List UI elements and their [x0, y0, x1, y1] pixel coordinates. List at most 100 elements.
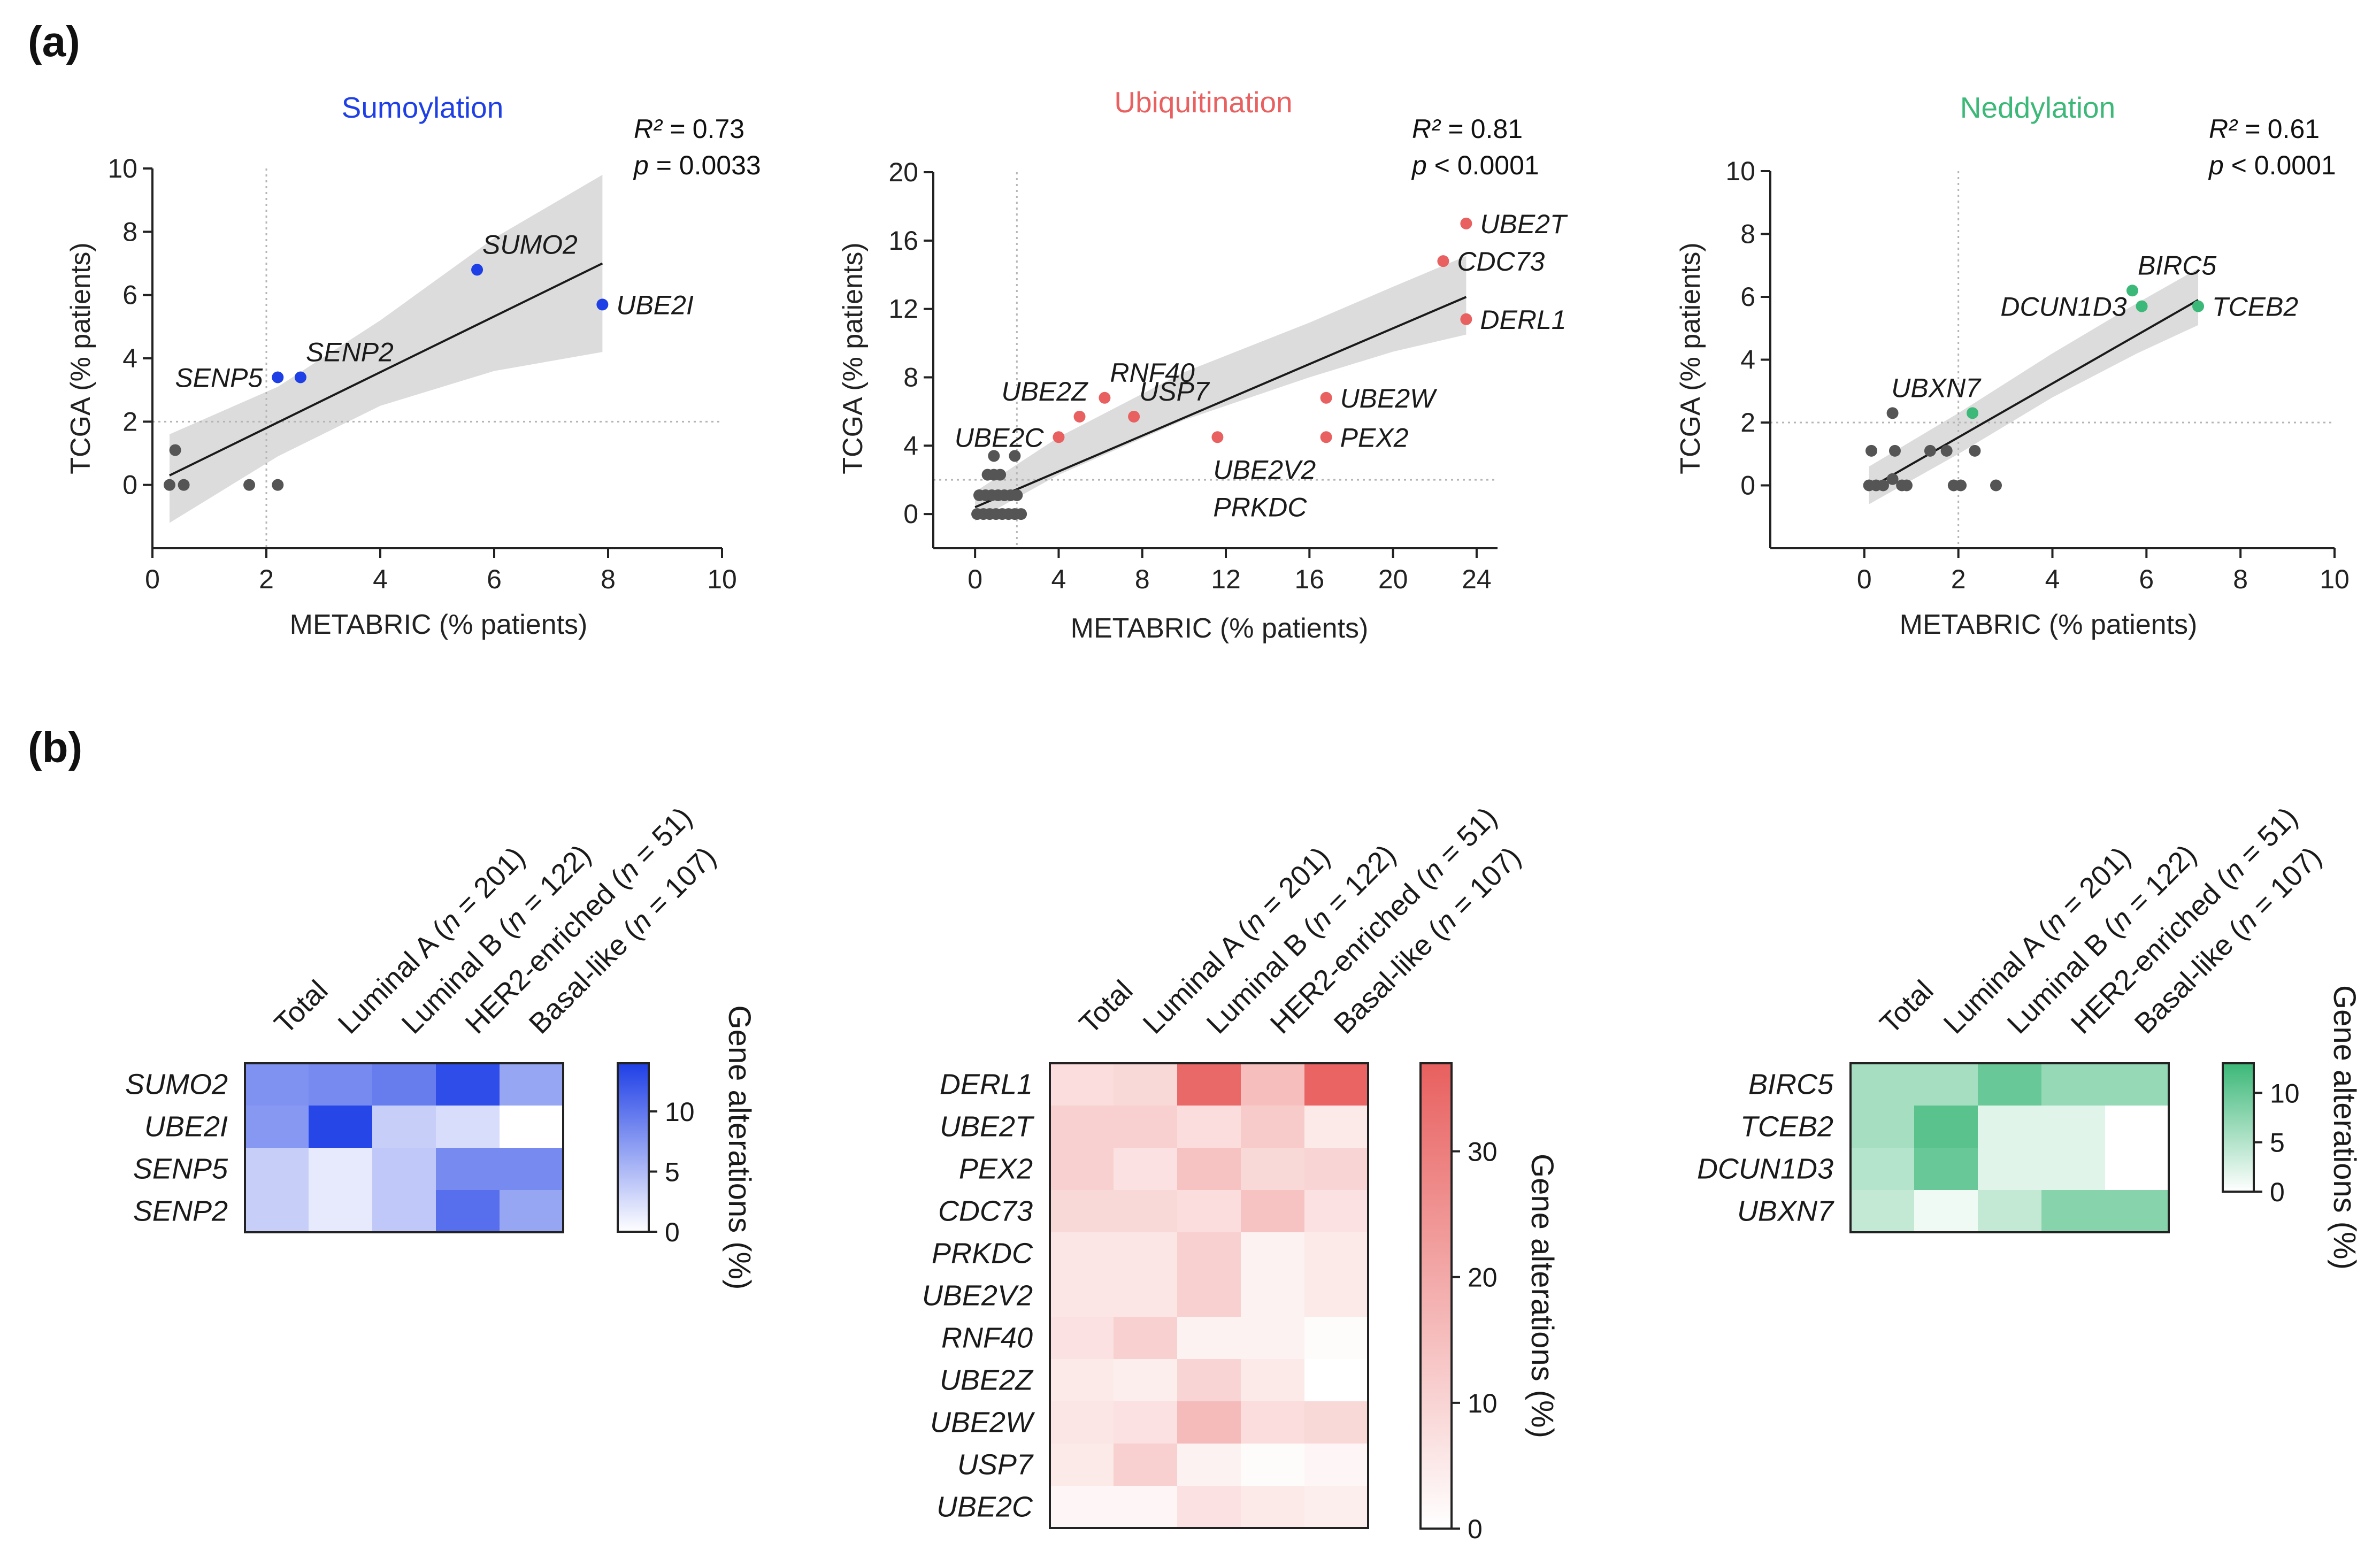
point-label-usp7: USP7 — [1139, 377, 1210, 406]
point — [1969, 444, 1981, 457]
y-tick-label: 4 — [1740, 345, 1755, 375]
point-label-sumo2: SUMO2 — [482, 229, 578, 259]
x-tick-label: 10 — [707, 564, 737, 594]
point — [1955, 479, 1967, 492]
x-tick-label: 2 — [259, 564, 274, 594]
point-ube2c — [1053, 431, 1065, 443]
heat-cell — [500, 1106, 563, 1148]
point-ubxn7 — [1967, 407, 1979, 419]
x-tick-label: 4 — [373, 564, 388, 594]
heat-cell — [309, 1190, 372, 1232]
confidence-band — [169, 174, 603, 523]
heat-cell — [1050, 1063, 1114, 1106]
point-label-senp2: SENP2 — [306, 337, 394, 367]
row-label-prkdc: PRKDC — [932, 1238, 1033, 1270]
colorbar-tick-label: 10 — [2270, 1078, 2300, 1108]
heat-cell — [500, 1190, 563, 1232]
heat-cell — [2041, 1063, 2105, 1106]
x-tick-label: 24 — [1462, 564, 1492, 594]
r-squared-value: 0.61 — [2268, 114, 2320, 144]
point-birc5 — [2126, 285, 2138, 297]
heat-cell — [309, 1106, 372, 1148]
heat-cell — [372, 1106, 436, 1148]
heat-cell — [1304, 1190, 1368, 1232]
heat-cell — [1914, 1148, 1978, 1190]
p-value: < 0.0001 — [1434, 150, 1539, 180]
heat-cell — [1241, 1486, 1304, 1528]
point — [1924, 444, 1936, 457]
x-tick-label: 20 — [1378, 564, 1408, 594]
heat-cell — [1304, 1148, 1368, 1190]
heat-cell — [2105, 1106, 2169, 1148]
column-label-total: Total — [268, 974, 334, 1040]
heat-cell — [436, 1190, 500, 1232]
point — [1015, 508, 1027, 520]
regression-line — [974, 296, 1467, 509]
point-label-ube2v2: UBE2V2 — [1213, 455, 1316, 485]
point — [1888, 444, 1901, 457]
scatter-ubiquitination: Ubiquitination 0 4 8 12 16 20 24 0 4 8 12 16 20 METABR… — [838, 86, 1568, 644]
heat-cell — [1114, 1063, 1177, 1106]
point — [1009, 450, 1021, 462]
point-label-ube2c: UBE2C — [955, 423, 1045, 452]
point-ube2z — [1073, 410, 1086, 423]
chart-title: Ubiquitination — [1114, 86, 1292, 119]
point-label-senp5: SENP5 — [175, 363, 263, 393]
heat-cell — [1050, 1148, 1114, 1190]
heat-cell — [1241, 1063, 1304, 1106]
colorbar-tick-label: 30 — [1468, 1137, 1498, 1167]
chart-title: Sumoylation — [342, 91, 504, 124]
chart-title: Neddylation — [1960, 91, 2115, 124]
y-tick-label: 2 — [122, 406, 137, 436]
x-axis-title: METABRIC (% patients) — [1071, 613, 1369, 644]
row-label-ube2t: UBE2T — [940, 1111, 1035, 1143]
point-label-ubxn7: UBXN7 — [1891, 373, 1982, 403]
heat-cell — [1050, 1232, 1114, 1275]
p-value: = 0.0033 — [656, 150, 761, 180]
p-value: < 0.0001 — [2231, 150, 2336, 180]
point — [243, 479, 256, 491]
x-tick-label: 8 — [2233, 564, 2248, 594]
p-value-label: p < 0.0001 — [2208, 150, 2336, 180]
x-tick-label: 6 — [2139, 564, 2154, 594]
row-label-birc5: BIRC5 — [1748, 1069, 1834, 1101]
point-tceb2 — [2192, 300, 2205, 312]
y-tick-label: 8 — [122, 217, 137, 247]
heat-cell — [1177, 1148, 1241, 1190]
heat-cell — [309, 1063, 372, 1106]
p-value-label: p < 0.0001 — [1411, 150, 1539, 180]
colorbar-tick-label: 0 — [1468, 1514, 1483, 1544]
point-label-ube2z: UBE2Z — [1001, 377, 1088, 406]
heat-cell — [1304, 1232, 1368, 1275]
heat-cell — [436, 1063, 500, 1106]
heat-cell — [500, 1148, 563, 1190]
row-label-pex2: PEX2 — [959, 1153, 1033, 1185]
colorbar — [617, 1062, 650, 1233]
x-tick-label: 12 — [1211, 564, 1241, 594]
heat-cell — [1241, 1275, 1304, 1317]
scatter-neddylation: Neddylation 0 2 4 6 8 10 0 2 4 6 8 10 METABRIC (% pat… — [1675, 91, 2350, 640]
heat-cell — [1177, 1190, 1241, 1232]
heat-cell — [1050, 1444, 1114, 1486]
heatmap-border — [244, 1062, 564, 1233]
heat-cell — [1304, 1317, 1368, 1359]
point — [1877, 479, 1889, 492]
point-usp7 — [1128, 410, 1140, 423]
y-tick-label: 8 — [1740, 219, 1755, 249]
scatter-sumoylation: Sumoylation 0 2 4 6 8 10 0 2 4 6 8 10 METABRIC (% pat… — [65, 91, 761, 640]
heat-cell — [1304, 1106, 1368, 1148]
heat-cell — [1241, 1444, 1304, 1486]
r-squared-value: 0.81 — [1471, 114, 1523, 144]
point — [988, 450, 1000, 462]
y-axis-title: TCGA (% patients) — [838, 242, 869, 474]
heat-cell — [1914, 1190, 1978, 1232]
x-tick-label: 4 — [2045, 564, 2060, 594]
y-tick-label: 0 — [903, 499, 918, 529]
x-tick-label: 8 — [601, 564, 616, 594]
heat-cell — [1050, 1275, 1114, 1317]
r-squared-label: R² = 0.61 — [2209, 114, 2320, 144]
heat-cell — [1114, 1317, 1177, 1359]
row-label-ube2w: UBE2W — [930, 1407, 1035, 1439]
